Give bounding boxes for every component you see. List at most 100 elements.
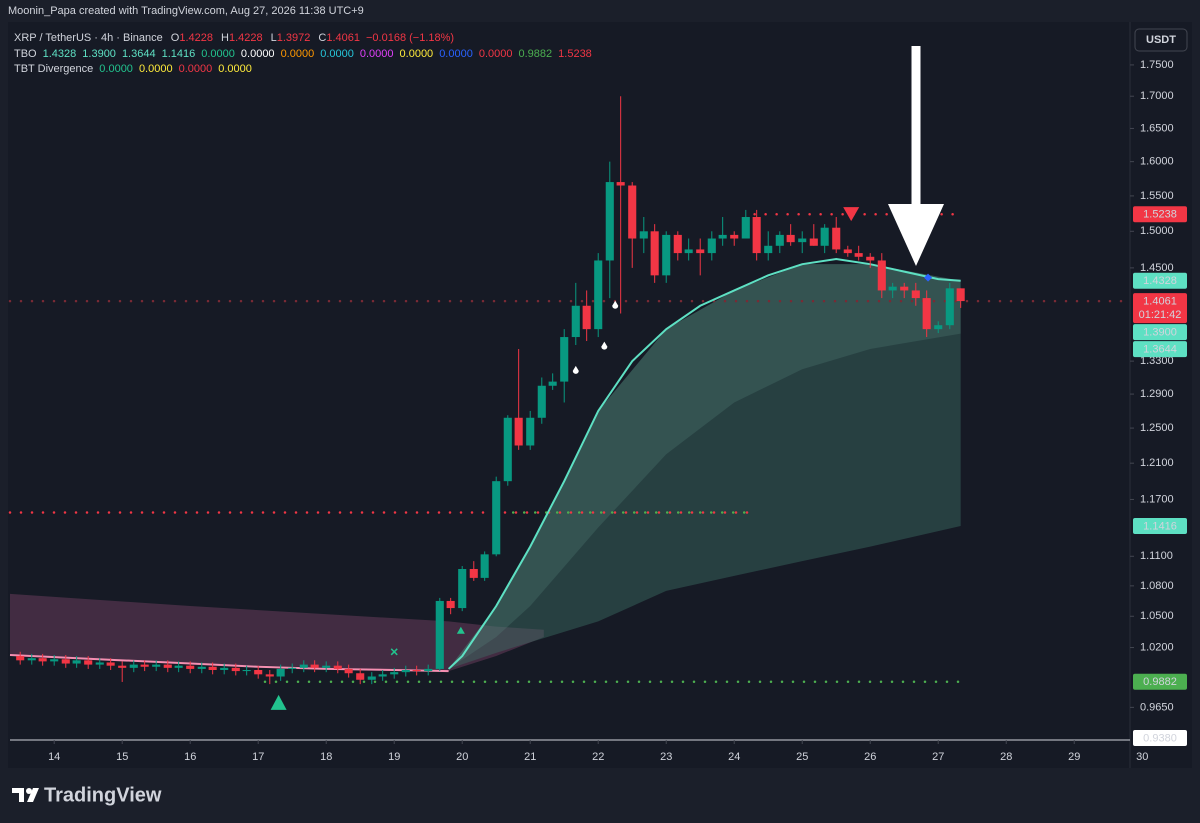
x-tick-label: 22: [592, 751, 604, 763]
signal-marker: [270, 694, 287, 710]
candle-body: [242, 669, 251, 672]
y-tick-label: 1.6000: [1140, 156, 1174, 168]
price-label-box: [1133, 730, 1187, 746]
candle-body: [843, 249, 852, 254]
currency-box[interactable]: [1134, 28, 1188, 52]
brand: TradingView: [44, 784, 162, 806]
legend: XRP / TetherUS · 4h · Binance O1.4228 H1.4…: [14, 32, 592, 75]
y-tick-label: 1.2500: [1140, 422, 1174, 434]
indicator-value: 0.0000: [139, 63, 173, 75]
y-tick-label: 1.5000: [1140, 225, 1174, 237]
indicator-value: 1.3900: [82, 48, 116, 60]
logo-dot: [26, 788, 32, 794]
indicator-value: 0.0000: [201, 48, 235, 60]
plot-area: [8, 96, 1132, 710]
band: [448, 264, 961, 669]
y-tick-label: 1.0500: [1140, 610, 1174, 622]
candle-body: [367, 676, 376, 680]
y-tick-label: 1.7500: [1140, 59, 1174, 71]
candle-body: [163, 664, 172, 668]
candle-body: [469, 568, 478, 578]
candle-body: [299, 664, 308, 668]
signal-marker: [456, 626, 465, 634]
band: [10, 593, 544, 672]
indicator-value: 0.0000: [400, 48, 434, 60]
price-label: 1.3644: [1143, 343, 1177, 355]
ohlc-value: 1.3972: [277, 32, 311, 44]
price-label-box: [1133, 517, 1187, 534]
arrow-head: [888, 204, 944, 266]
candle-body: [786, 234, 795, 243]
candle-body: [503, 417, 512, 482]
indicator-value: 0.0000: [320, 48, 354, 60]
band: [448, 264, 961, 669]
candle-body: [288, 667, 297, 669]
candle-body: [741, 217, 750, 239]
indicator-value: 0.0000: [479, 48, 513, 60]
candle-body: [390, 672, 399, 675]
x-tick-label: 28: [1000, 751, 1012, 763]
x-tick-label: 24: [728, 751, 740, 763]
candle-body: [322, 665, 331, 668]
ohlc-label: L: [271, 32, 277, 44]
candle-body: [582, 305, 591, 330]
candle-body: [174, 665, 183, 668]
candle-body: [480, 554, 489, 578]
candle-body: [934, 325, 943, 330]
candle-body: [412, 669, 421, 672]
candle-body: [752, 217, 761, 254]
candle-body: [718, 234, 727, 239]
candle-body: [276, 668, 285, 677]
price-label: 1.3900: [1143, 326, 1177, 338]
candle-body: [140, 664, 149, 667]
currency[interactable]: USDT: [1146, 34, 1176, 46]
price-label-box: [1133, 673, 1187, 690]
candle-body: [197, 666, 206, 669]
candle-body: [956, 288, 965, 302]
candle-body: [866, 256, 875, 261]
candle-body: [820, 227, 829, 246]
candle-body: [616, 182, 625, 186]
candle-body: [424, 668, 433, 672]
signal-marker: [572, 365, 579, 374]
x-tick-label: 29: [1068, 751, 1080, 763]
candle-body: [458, 568, 467, 609]
chart-panel: [8, 22, 1192, 768]
y-tick-label: 1.1100: [1140, 550, 1173, 562]
y-tick-label: 1.2100: [1140, 457, 1174, 469]
candle-body: [446, 600, 455, 609]
candle-body: [344, 668, 353, 674]
y-tick-label: 1.7000: [1140, 90, 1174, 102]
candle-body: [435, 600, 444, 669]
legend-row: XRP / TetherUS · 4h · Binance O1.4228 H1.4…: [14, 32, 454, 44]
price-label: 1.1416: [1143, 520, 1177, 532]
x-tick-label: 27: [932, 751, 944, 763]
y-tick-label: 1.0800: [1140, 580, 1174, 592]
y-tick-label: 1.6500: [1140, 122, 1174, 134]
candle-body: [310, 664, 319, 668]
signal-marker: [924, 273, 933, 282]
candle-body: [832, 227, 841, 250]
candle-body: [639, 231, 648, 239]
x-tick-label: 19: [388, 751, 400, 763]
candle-body: [333, 665, 342, 669]
signal-marker: [843, 207, 860, 222]
indicator-value: 0.0000: [360, 48, 394, 60]
indicator-value: 1.1416: [162, 48, 196, 60]
price-label-countdown: 01:21:42: [1139, 309, 1182, 321]
indicator-value: 0.0000: [218, 63, 252, 75]
price-label: 1.4328: [1143, 275, 1177, 287]
candle-body: [696, 249, 705, 254]
indicator-value: 0.0000: [99, 63, 133, 75]
indicator-name: TBO: [14, 48, 37, 60]
candle-body: [152, 664, 161, 667]
y-tick-label: 1.4500: [1140, 262, 1174, 274]
indicator-value: 0.0000: [241, 48, 275, 60]
candle-body: [27, 658, 36, 661]
logo-slash: [27, 788, 39, 802]
annotation-arrow: [888, 46, 944, 266]
x-tick-label: 26: [864, 751, 876, 763]
candle-body: [684, 249, 693, 254]
candle-body: [922, 298, 931, 330]
candle-body: [186, 665, 195, 669]
